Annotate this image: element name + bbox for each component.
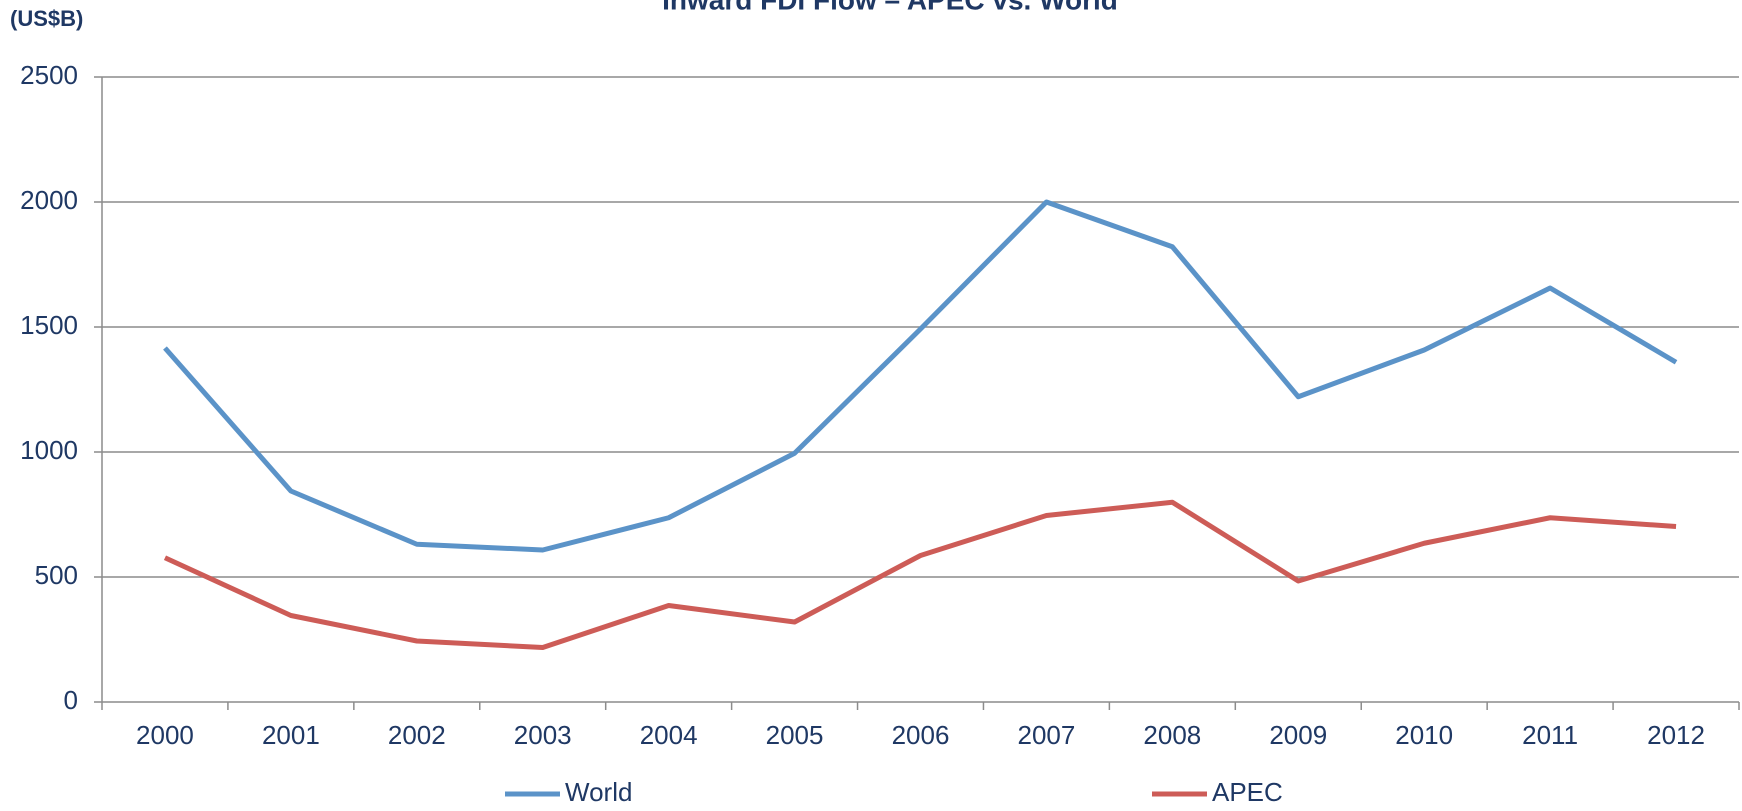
y-tick-label: 500: [35, 560, 78, 590]
line-series: [163, 199, 1678, 553]
y-tick-label: 1500: [20, 310, 78, 340]
x-tick-label: 2000: [136, 720, 194, 750]
y-axis-label: (US$B): [10, 6, 83, 31]
y-tick-label: 2000: [20, 185, 78, 215]
x-tick-label: 2008: [1143, 720, 1201, 750]
x-tick-label: 2011: [1522, 720, 1578, 750]
x-tick-label: 2006: [892, 720, 950, 750]
y-tick-label: 1000: [20, 435, 78, 465]
x-tick-label: 2007: [1018, 720, 1076, 750]
x-tick-label: 2002: [388, 720, 446, 750]
chart-title: Inward FDI Flow – APEC vs. World: [662, 0, 1118, 15]
x-tick-label: 2010: [1395, 720, 1453, 750]
x-tick-label: 2005: [766, 720, 824, 750]
x-tick-label: 2004: [640, 720, 698, 750]
x-tick-label: 2001: [262, 720, 320, 750]
legend-label: World: [565, 777, 632, 807]
x-tick-label: 2009: [1269, 720, 1327, 750]
line-series: [163, 499, 1677, 650]
y-tick-label: 2500: [20, 60, 78, 90]
legend-label: APEC: [1212, 777, 1283, 807]
x-tick-label: 2012: [1647, 720, 1705, 750]
y-tick-label: 0: [64, 685, 78, 715]
x-tick-label: 2003: [514, 720, 572, 750]
